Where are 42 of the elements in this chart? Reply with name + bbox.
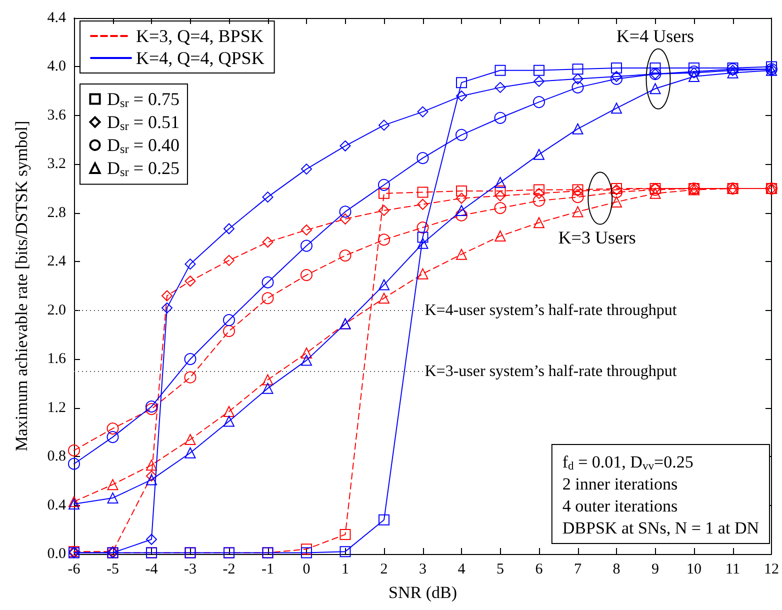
y-tick-label: 0.8: [47, 448, 66, 465]
annotation: K=4-user system’s half-rate throughput: [424, 302, 678, 319]
annotation: K=3-user system’s half-rate throughput: [424, 362, 678, 380]
x-tick-label: 3: [419, 562, 426, 578]
y-tick-label: 2.0: [47, 302, 66, 318]
x-tick-label: -6: [68, 562, 81, 578]
x-tick-label: 6: [535, 562, 544, 578]
legend-label: K=4, Q=4, QPSK: [136, 48, 264, 68]
y-tick-label: 3.6: [47, 107, 66, 124]
x-tick-label: -3: [184, 562, 196, 578]
x-tick-label: -1: [262, 562, 274, 578]
annotation: K=3 Users: [558, 227, 636, 248]
x-tick-label: 0: [302, 562, 310, 578]
annotation: DBPSK at SNs, N = 1 at DN: [562, 518, 760, 538]
x-tick-label: 5: [496, 562, 504, 578]
y-tick-label: 4.4: [47, 10, 66, 26]
y-tick-label: 0.4: [47, 497, 66, 514]
annotation: K=4 Users: [616, 26, 694, 46]
x-tick-label: -4: [145, 562, 158, 578]
x-tick-label: 7: [574, 562, 582, 578]
x-tick-label: 12: [764, 562, 779, 578]
annotation: 4 outer iterations: [562, 496, 678, 516]
x-tick-label: 11: [726, 562, 740, 578]
y-tick-label: 2.4: [47, 254, 66, 270]
x-tick-label: 4: [458, 562, 466, 578]
x-tick-label: 1: [342, 562, 349, 578]
x-tick-label: -5: [106, 562, 119, 578]
y-tick-label: 1.6: [47, 351, 66, 368]
x-tick-label: -2: [222, 562, 236, 578]
y-tick-label: 1.2: [47, 400, 66, 416]
y-tick-label: 3.2: [47, 156, 66, 172]
y-tick-label: 0.0: [47, 546, 66, 562]
x-tick-label: 9: [652, 562, 659, 578]
x-tick-label: 2: [380, 562, 388, 578]
x-axis-title: SNR (dB): [388, 583, 457, 602]
legend-label: K=3, Q=4, BPSK: [136, 26, 264, 46]
y-tick-label: 2.8: [47, 204, 66, 221]
x-tick-label: 8: [612, 562, 620, 578]
annotation: 2 inner iterations: [562, 474, 678, 494]
x-tick-label: 10: [686, 562, 702, 578]
y-axis-title: Maximum achievable rate [bits/DSTSK symbol]: [12, 120, 31, 452]
y-tick-label: 4.0: [47, 58, 66, 75]
